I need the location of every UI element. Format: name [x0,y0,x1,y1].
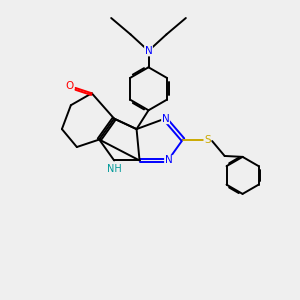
Text: S: S [204,134,211,145]
Text: N: N [165,155,172,166]
Text: N: N [162,114,170,124]
Text: O: O [66,81,74,92]
Text: NH: NH [107,164,122,174]
Text: N: N [145,46,152,56]
